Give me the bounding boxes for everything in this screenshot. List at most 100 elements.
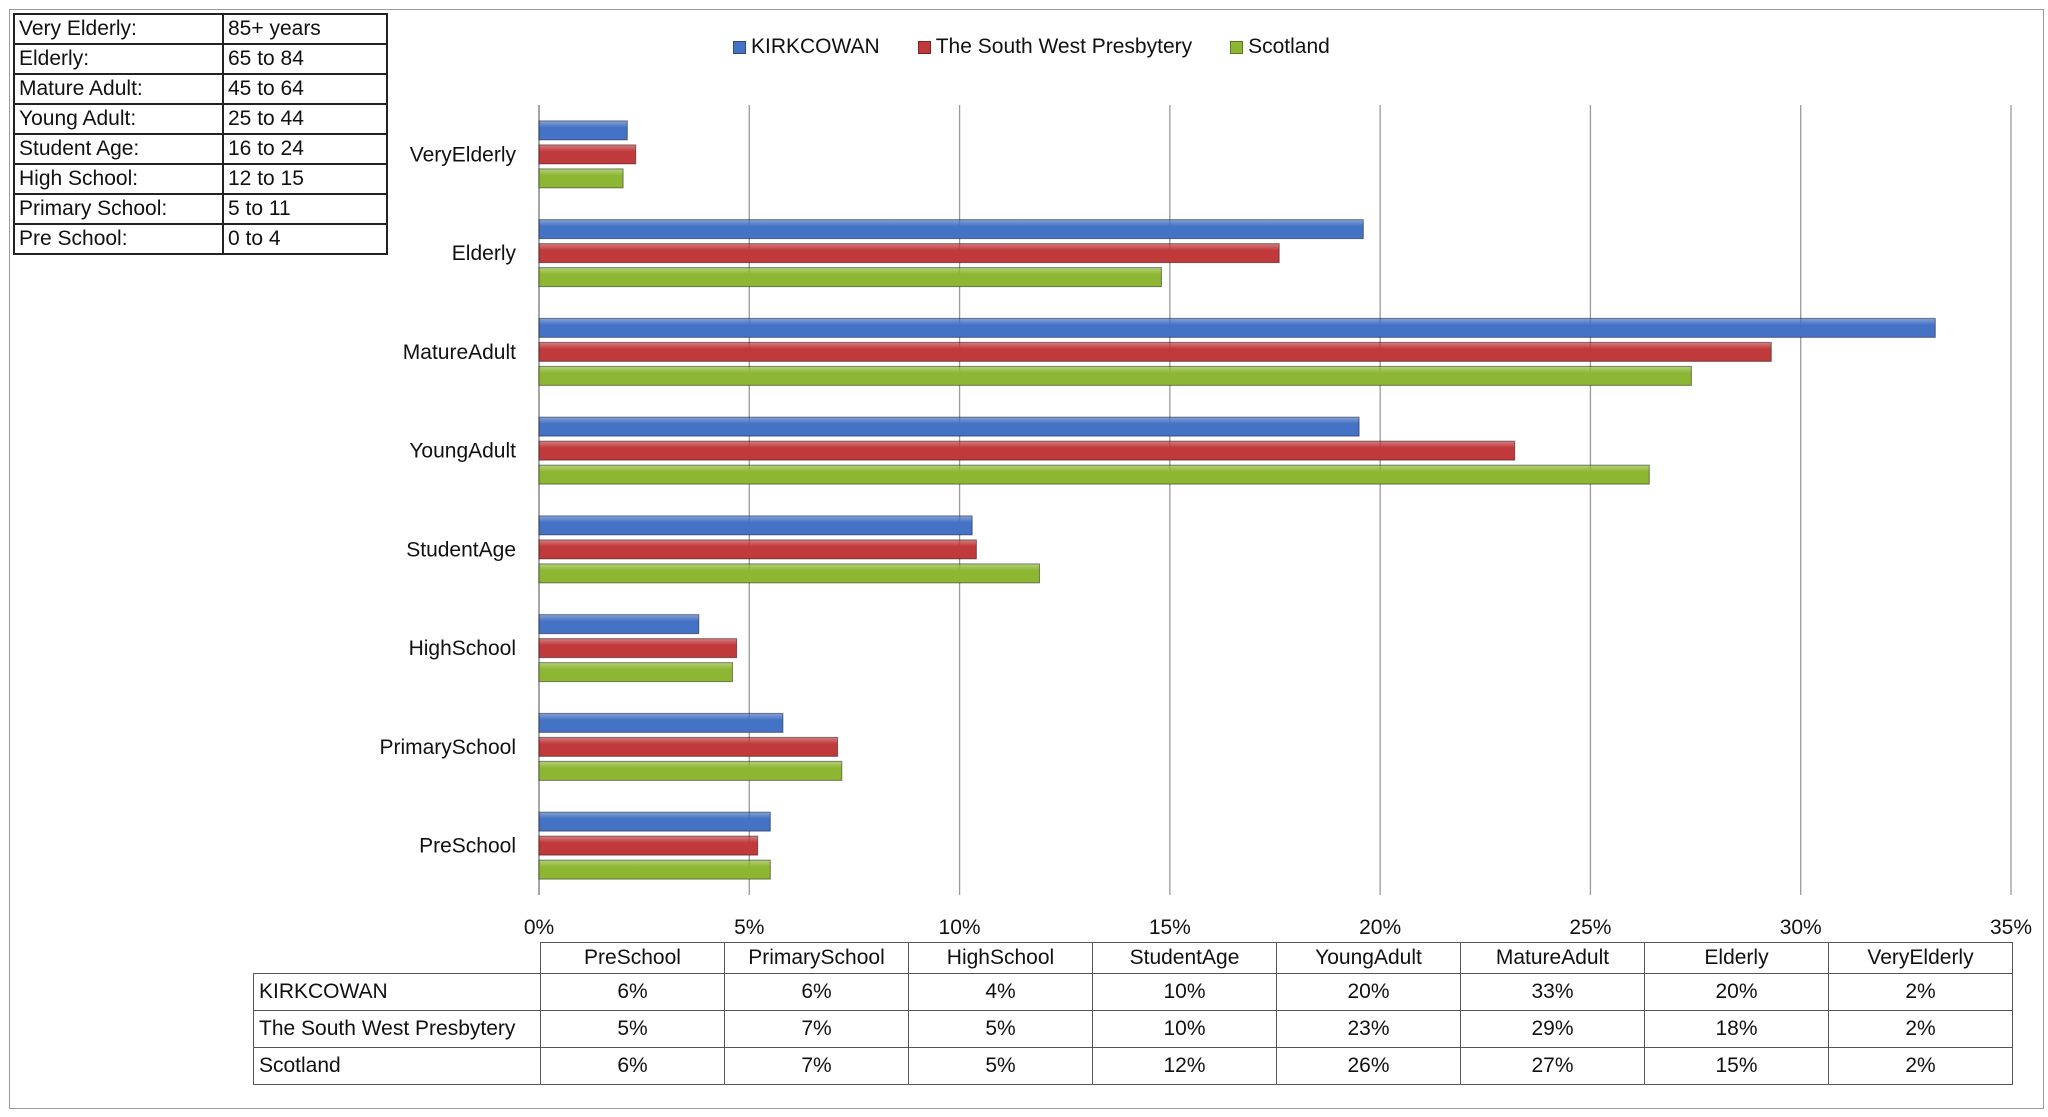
table-cell: 10% [1092,973,1277,1011]
legend-swatch [733,40,746,54]
table-row-label: Scotland [253,1047,541,1085]
category-label: PrimarySchool [379,736,516,759]
x-tick-label: 0% [524,916,554,939]
table-cell: 6% [724,973,909,1011]
bar [538,760,843,781]
age-key-range: 12 to 15 [222,163,388,195]
table-row: The South West Presbytery 5% 7% 5% 10% 23% 29%… [253,1010,2013,1048]
table-header-row: PreSchool PrimarySchool HighSchool StudentA… [254,942,2013,974]
chart-frame [9,9,2044,1109]
bar [538,614,700,635]
legend-item: The South West Presbytery [917,35,1193,59]
x-tick-label: 35% [1990,916,2032,939]
age-key-row: Elderly: 65 to 84 [13,43,388,75]
bar [538,712,784,733]
age-key-label: Pre School: [13,223,224,255]
bar [538,515,973,536]
legend-swatch [917,40,931,54]
bar [538,365,1692,386]
bar [538,267,1162,288]
age-key-table: Very Elderly: 85+ years Elderly: 65 to 84 Ma… [13,13,388,255]
legend-label: Scotland [1248,35,1330,58]
age-key-label: Student Age: [13,133,224,165]
category-label: VeryElderly [410,143,517,166]
bar [538,243,1280,264]
age-key-label: Elderly: [13,43,224,75]
age-key-label: Primary School: [13,193,224,225]
table-header-cell: Elderly [1644,942,1829,974]
table-cell: 33% [1460,973,1645,1011]
age-key-row: Very Elderly: 85+ years [13,13,388,45]
table-header-cell: VeryElderly [1828,942,2013,974]
table-row-label: KIRKCOWAN [253,973,541,1011]
table-cell: 20% [1276,973,1461,1011]
bar [538,416,1360,437]
age-key-range: 65 to 84 [222,43,388,75]
table-cell: 7% [724,1047,909,1085]
table-header-cell: YoungAdult [1276,942,1461,974]
age-key-row: High School: 12 to 15 [13,163,388,195]
bar [538,144,637,165]
table-cell: 29% [1460,1010,1645,1048]
age-key-range: 85+ years [222,13,388,45]
bar [538,638,738,659]
table-corner [254,943,541,974]
bar [538,736,839,757]
age-key-label: Mature Adult: [13,73,224,105]
bar [538,835,759,856]
table-row: KIRKCOWAN 6% 6% 4% 10% 20% 33% 20% 2% [253,973,2013,1011]
table-cell: 20% [1644,973,1829,1011]
age-key-range: 45 to 64 [222,73,388,105]
bar [538,317,1936,338]
x-tick-label: 5% [734,916,764,939]
x-tick-label: 30% [1780,916,1822,939]
table-cell: 6% [540,973,725,1011]
x-tick-label: 25% [1569,916,1611,939]
category-label: Elderly [452,242,517,265]
table-row-label: The South West Presbytery [253,1010,541,1048]
age-key-row: Student Age: 16 to 24 [13,133,388,165]
legend-label: The South West Presbytery [935,35,1193,58]
table-header-cell: MatureAdult [1460,942,1645,974]
table-cell: 2% [1828,973,2013,1011]
age-key-row: Pre School: 0 to 4 [13,223,388,255]
x-tick-label: 15% [1149,916,1191,939]
bar [538,219,1364,240]
table-cell: 5% [540,1010,725,1048]
x-tick-label: 10% [939,916,981,939]
table-cell: 23% [1276,1010,1461,1048]
bar [538,120,628,141]
bar [538,464,1650,485]
table-cell: 2% [1828,1010,2013,1048]
bar [538,168,624,189]
table-cell: 26% [1276,1047,1461,1085]
table-cell: 5% [908,1010,1093,1048]
bar [538,539,977,560]
age-key-row: Young Adult: 25 to 44 [13,103,388,135]
table-cell: 12% [1092,1047,1277,1085]
table-cell: 2% [1828,1047,2013,1085]
data-table: PreSchool PrimarySchool HighSchool StudentA… [253,942,2013,1085]
table-cell: 15% [1644,1047,1829,1085]
table-header-cell: HighSchool [908,942,1093,974]
age-key-label: Very Elderly: [13,13,224,45]
age-key-label: Young Adult: [13,103,224,135]
age-key-row: Primary School: 5 to 11 [13,193,388,225]
bar [538,341,1772,362]
legend-label: KIRKCOWAN [751,35,880,58]
legend-item: Scotland [1230,35,1330,59]
age-key-range: 16 to 24 [222,133,388,165]
table-cell: 5% [908,1047,1093,1085]
x-tick-label: 20% [1359,916,1401,939]
age-key-label: High School: [13,163,224,195]
category-label: MatureAdult [403,341,516,364]
bar [538,811,771,832]
table-cell: 6% [540,1047,725,1085]
table-row: Scotland 6% 7% 5% 12% 26% 27% 15% 2% [253,1047,2013,1085]
table-cell: 10% [1092,1010,1277,1048]
category-label: YoungAdult [409,440,516,463]
bar [538,859,771,880]
table-cell: 4% [908,973,1093,1011]
table-header-cell: PrimarySchool [724,942,909,974]
